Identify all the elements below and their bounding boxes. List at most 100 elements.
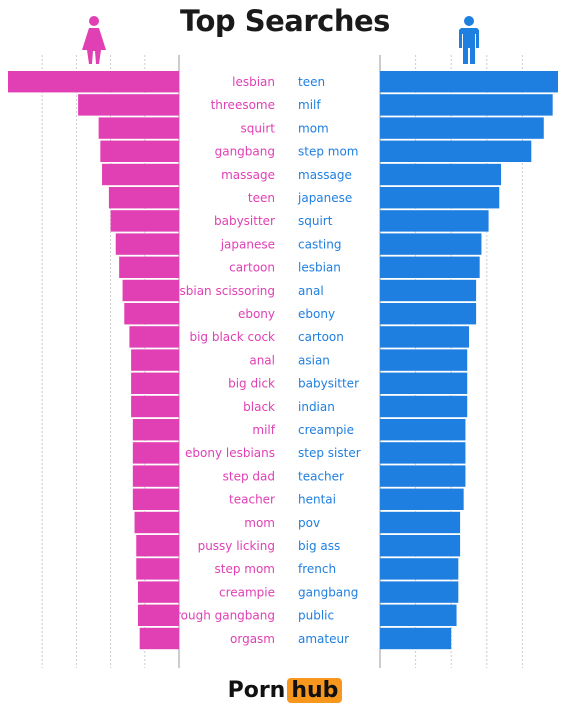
footer-logo: Porn hub	[0, 678, 570, 703]
bar-male-mom	[380, 117, 544, 139]
label-male-indian: indian	[298, 400, 335, 414]
bar-male-babysitter	[380, 372, 468, 394]
label-male-pov: pov	[298, 516, 320, 530]
bar-female-japanese	[115, 233, 179, 255]
label-female-orgasm: orgasm	[230, 632, 275, 646]
female-figure-icon	[82, 16, 106, 64]
bar-male-hentai	[380, 488, 464, 510]
label-male-big-ass: big ass	[298, 539, 340, 553]
label-female-milf: milf	[252, 423, 275, 437]
label-male-japanese: japanese	[297, 191, 352, 205]
label-female-lesbian: lesbian	[232, 75, 275, 89]
label-female-black: black	[243, 400, 275, 414]
bar-female-rough-gangbang	[137, 604, 179, 626]
label-male-amateur: amateur	[298, 632, 349, 646]
logo-text-hub: hub	[287, 678, 343, 703]
label-male-mom: mom	[298, 121, 329, 135]
bar-female-teen	[108, 187, 179, 209]
bar-male-japanese	[380, 187, 500, 209]
bar-male-indian	[380, 395, 468, 418]
label-female-mom: mom	[244, 516, 275, 530]
label-female-teacher: teacher	[229, 493, 275, 507]
label-female-threesome: threesome	[211, 98, 275, 112]
label-male-hentai: hentai	[298, 493, 336, 507]
bar-male-ebony	[380, 303, 477, 325]
bar-male-pov	[380, 511, 461, 534]
label-male-babysitter: babysitter	[298, 377, 359, 391]
label-female-cartoon: cartoon	[229, 261, 275, 275]
label-male-gangbang: gangbang	[298, 585, 358, 599]
bar-female-lesbian-scissoring	[122, 279, 179, 302]
bar-female-creampie	[137, 581, 179, 603]
label-male-creampie: creampie	[298, 423, 354, 437]
bar-male-lesbian	[380, 256, 480, 278]
bar-male-gangbang	[380, 581, 459, 603]
bar-female-pussy-licking	[136, 535, 179, 557]
bar-male-big-ass	[380, 535, 461, 557]
label-male-casting: casting	[298, 237, 341, 251]
label-male-step-mom: step mom	[298, 145, 359, 159]
label-female-lesbian-scissoring: lesbian scissoring	[169, 284, 275, 298]
bar-female-big-black-cock	[129, 326, 179, 348]
bar-female-ebony-lesbians	[132, 442, 179, 464]
male-figure-icon	[459, 16, 479, 64]
label-male-cartoon: cartoon	[298, 330, 344, 344]
bar-female-mom	[134, 511, 179, 534]
bar-female-cartoon	[119, 256, 179, 278]
label-female-ebony-lesbians: ebony lesbians	[185, 446, 275, 460]
label-female-ebony: ebony	[238, 307, 275, 321]
bar-female-orgasm	[139, 627, 179, 650]
bar-female-threesome	[78, 94, 179, 116]
label-male-step-sister: step sister	[298, 446, 361, 460]
label-female-japanese: japanese	[220, 237, 275, 251]
label-female-gangbang: gangbang	[215, 145, 275, 159]
label-male-milf: milf	[298, 98, 321, 112]
male-labels: teen milf mom step mom massage japanese squirt…	[297, 75, 361, 646]
label-female-massage: massage	[221, 168, 275, 182]
bar-female-anal	[131, 349, 179, 371]
label-male-massage: massage	[298, 168, 352, 182]
label-male-teacher: teacher	[298, 469, 344, 483]
bar-male-milf	[380, 94, 553, 116]
label-male-squirt: squirt	[298, 214, 333, 228]
label-female-anal: anal	[249, 353, 275, 367]
bar-male-cartoon	[380, 326, 469, 348]
label-female-creampie: creampie	[219, 585, 275, 599]
label-female-big-dick: big dick	[228, 377, 275, 391]
bar-male-step-mom	[380, 140, 532, 162]
bar-male-creampie	[380, 419, 466, 441]
logo-text-porn: Porn	[227, 678, 286, 703]
bar-female-ebony	[124, 303, 179, 325]
bar-female-lesbian	[8, 71, 179, 93]
label-female-big-black-cock: big black cock	[189, 330, 275, 344]
label-male-lesbian: lesbian	[298, 261, 341, 275]
bar-male-squirt	[380, 210, 489, 232]
label-female-step-dad: step dad	[223, 469, 275, 483]
label-male-public: public	[298, 609, 334, 623]
label-female-pussy-licking: pussy licking	[198, 539, 275, 553]
bar-male-asian	[380, 349, 468, 371]
label-male-teen: teen	[298, 75, 325, 89]
bar-female-black	[131, 395, 179, 418]
label-male-asian: asian	[298, 353, 330, 367]
bar-male-step-sister	[380, 442, 466, 464]
label-female-babysitter: babysitter	[214, 214, 275, 228]
female-labels: lesbian threesome squirt gangbang massage tee…	[169, 75, 276, 646]
bar-female-milf	[132, 419, 179, 441]
label-female-squirt: squirt	[241, 121, 276, 135]
bar-female-step-mom	[136, 558, 179, 580]
bar-male-french	[380, 558, 459, 580]
bar-female-squirt	[98, 117, 179, 139]
bar-female-massage	[102, 163, 179, 186]
female-bars	[8, 71, 179, 650]
bar-male-public	[380, 604, 457, 626]
label-male-french: french	[298, 562, 336, 576]
chart-title: Top Searches	[180, 4, 390, 38]
male-bars	[380, 71, 558, 650]
label-female-teen: teen	[248, 191, 275, 205]
bar-male-teacher	[380, 465, 466, 487]
bar-female-gangbang	[100, 140, 179, 162]
bar-female-teacher	[132, 488, 179, 510]
bar-male-casting	[380, 233, 482, 255]
